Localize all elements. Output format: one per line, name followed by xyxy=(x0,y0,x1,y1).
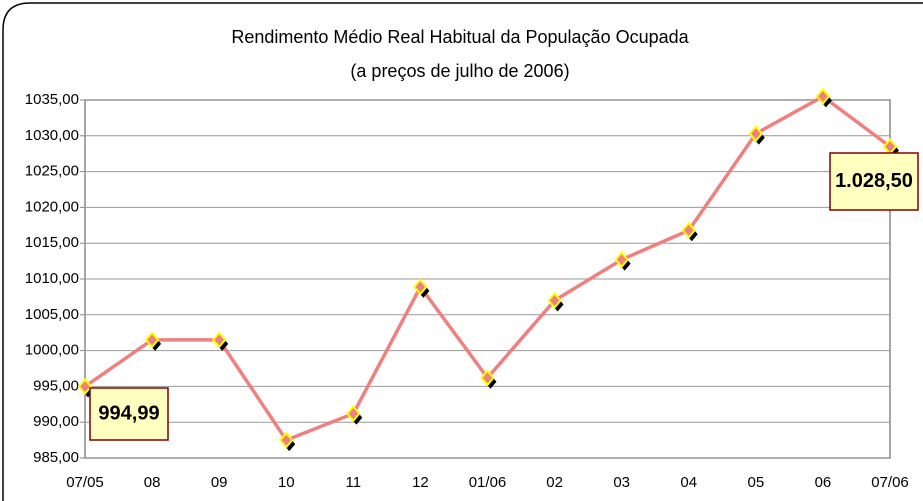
y-tick-label: 1010,00 xyxy=(25,270,79,287)
x-tick-label: 09 xyxy=(211,474,228,491)
marker xyxy=(413,278,428,296)
marker xyxy=(815,87,831,105)
marker xyxy=(547,291,562,310)
marker xyxy=(278,431,294,449)
x-tick-label: 04 xyxy=(680,474,697,491)
y-tick-label: 1015,00 xyxy=(25,234,79,251)
marker xyxy=(77,377,93,396)
marker xyxy=(614,251,629,269)
y-tick-label: 1020,00 xyxy=(25,198,79,215)
chart-title: Rendimento Médio Real Habitual da Popula… xyxy=(231,27,689,47)
marker xyxy=(681,221,697,239)
x-tick-label: 05 xyxy=(747,474,764,491)
x-tick-label: 07/06 xyxy=(871,474,909,491)
marker xyxy=(346,405,361,423)
x-tick-label: 11 xyxy=(346,474,362,491)
y-tick-label: 1035,00 xyxy=(25,91,79,108)
y-tick-label: 995,00 xyxy=(33,377,79,394)
y-tick-label: 1030,00 xyxy=(25,127,79,144)
x-tick-label: 03 xyxy=(613,474,630,491)
marker xyxy=(748,125,764,143)
x-tick-label: 02 xyxy=(546,474,563,491)
x-tick-label: 01/06 xyxy=(469,474,507,491)
x-tick-label: 06 xyxy=(815,474,832,491)
y-tick-label: 985,00 xyxy=(33,449,79,466)
x-tick-label: 12 xyxy=(412,474,429,491)
y-tick-label: 1025,00 xyxy=(25,163,79,180)
x-tick-label: 07/05 xyxy=(66,474,104,491)
marker xyxy=(144,331,160,349)
y-tick-label: 1005,00 xyxy=(25,306,79,323)
y-tick-label: 990,00 xyxy=(33,413,79,430)
chart-subtitle: (a preços de julho de 2006) xyxy=(350,61,569,81)
value-label: 1.028,50 xyxy=(835,170,913,192)
x-tick-label: 08 xyxy=(144,474,161,491)
x-tick-label: 10 xyxy=(278,474,295,491)
value-label-box xyxy=(829,152,919,211)
marker xyxy=(480,369,495,387)
value-label-box xyxy=(89,387,169,441)
value-label: 994,99 xyxy=(98,402,159,424)
y-tick-label: 1000,00 xyxy=(25,342,79,359)
marker xyxy=(211,331,227,349)
